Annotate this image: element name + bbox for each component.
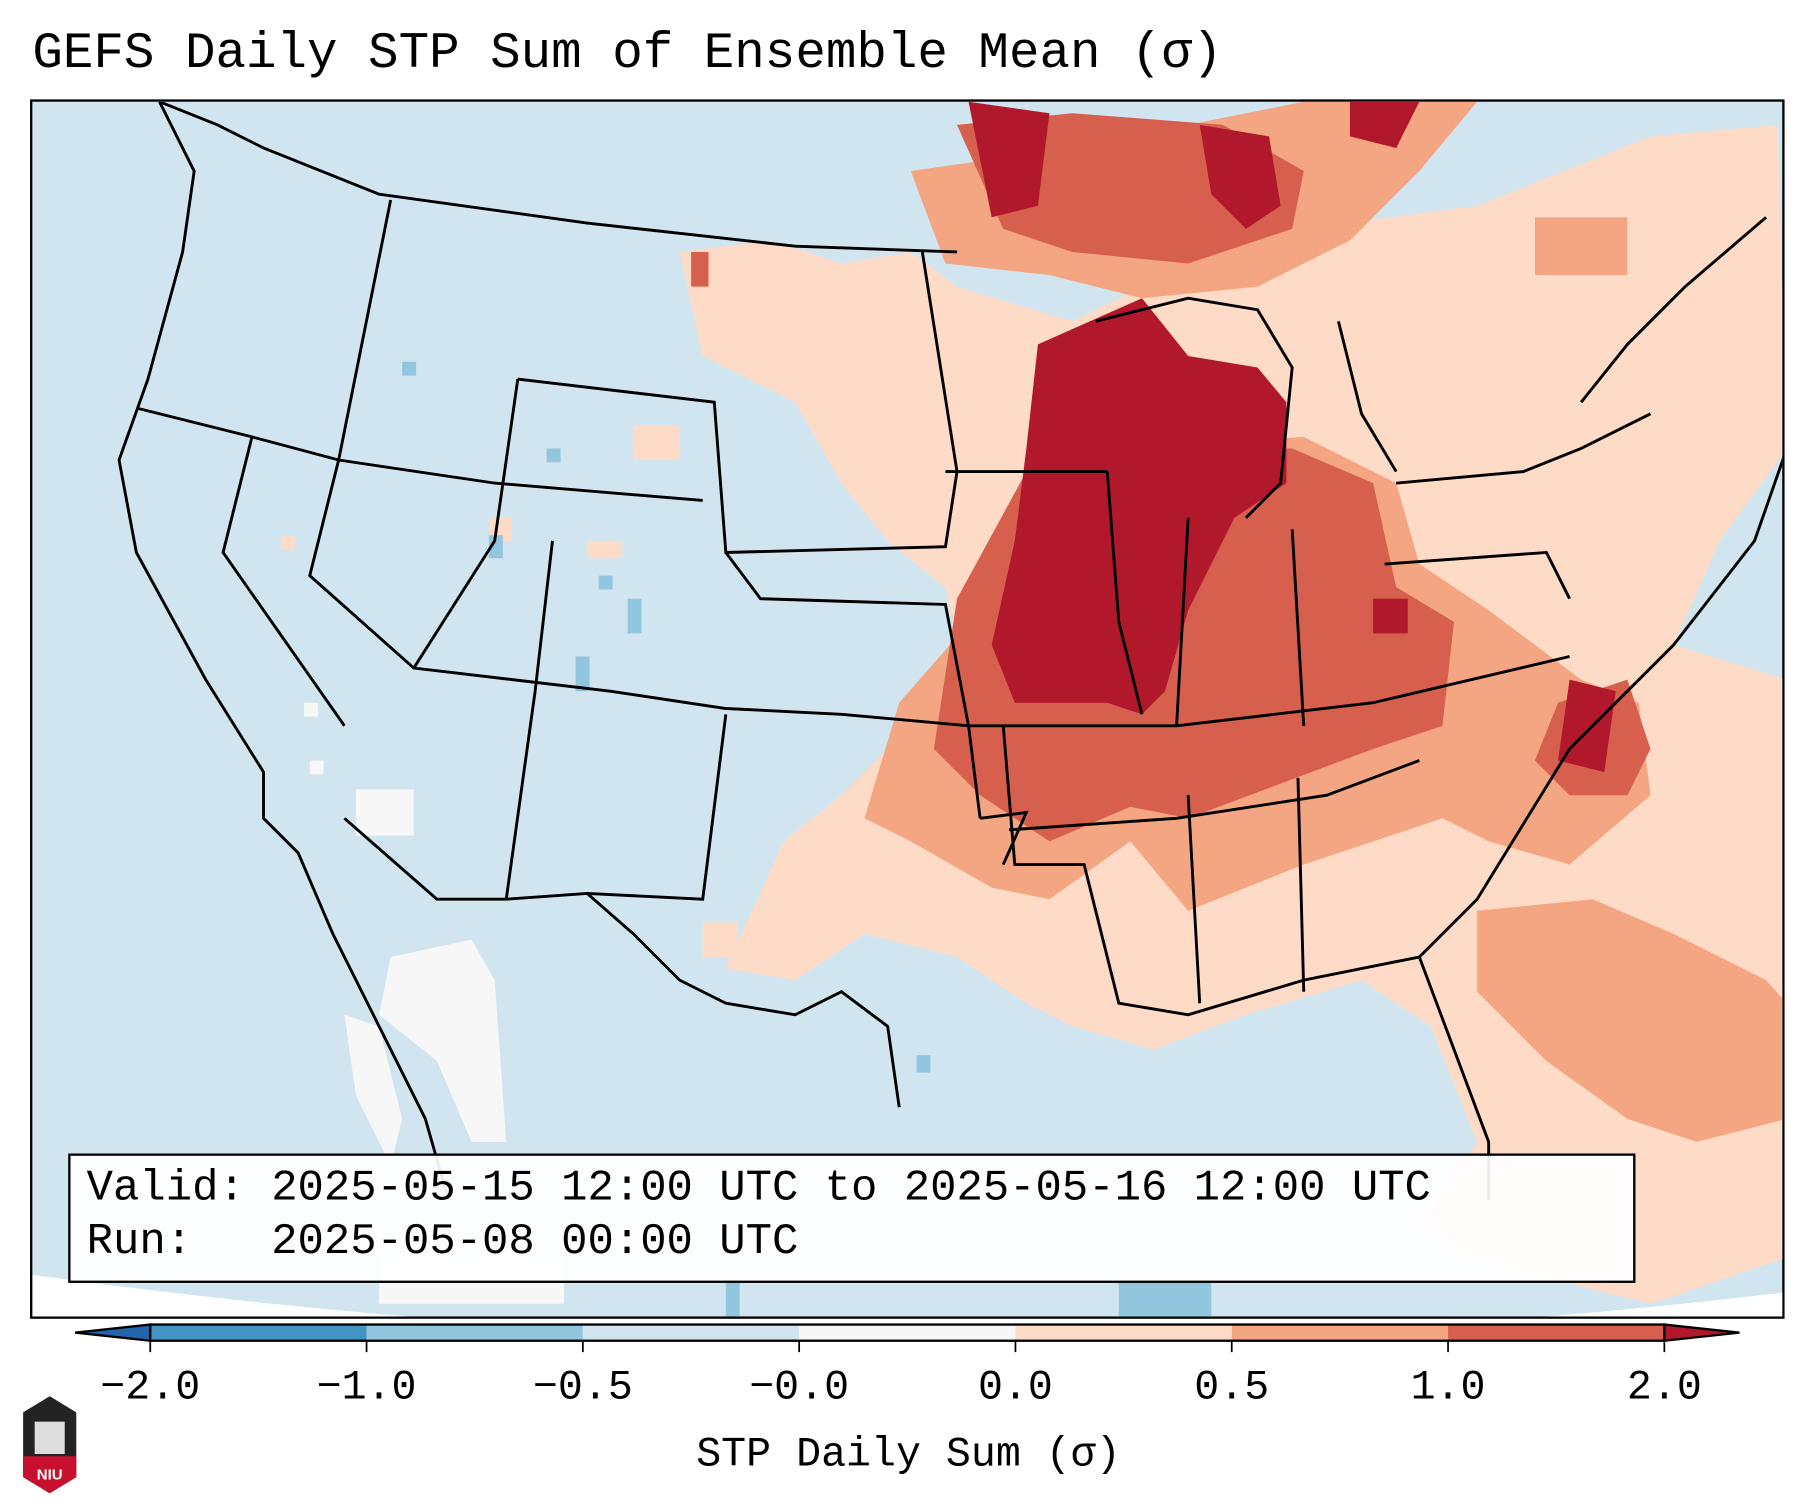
valid-row: Valid: 2025-05-15 12:00 UTC to 2025-05-1… [87, 1163, 1617, 1216]
run-label: Run: [86, 1217, 193, 1267]
niu-logo: NIU [23, 1396, 77, 1494]
colorbar-tick-label: 2.0 [1626, 1363, 1702, 1412]
colorbar-bin [582, 1324, 800, 1341]
colorbar-tick-label: −0.0 [749, 1363, 850, 1412]
run-row: Run: 2025-05-08 00:00 UTC [87, 1216, 1617, 1269]
colorbar-bin [366, 1324, 583, 1341]
colorbar-tick-label: −1.0 [316, 1363, 417, 1412]
valid-label: Valid: [86, 1163, 245, 1214]
valid-run-info-box: Valid: 2025-05-15 12:00 UTC to 2025-05-1… [68, 1153, 1636, 1283]
colorbar-over-extension [1663, 1323, 1740, 1343]
map-panel: Valid: 2025-05-15 12:00 UTC to 2025-05-1… [30, 99, 1785, 1319]
colorbar-tick-label: 1.0 [1410, 1363, 1486, 1412]
stp-over-2-region [968, 101, 1616, 773]
colorbar-label: STP Daily Sum (σ) [696, 1430, 1121, 1479]
domain-edge [32, 1274, 1783, 1317]
colorbar-under-extension [75, 1323, 152, 1343]
colorbar-frame [149, 1323, 1666, 1342]
colorbar-tick-label: 0.5 [1194, 1363, 1270, 1412]
map-title: GEFS Daily STP Sum of Ensemble Mean (σ) [32, 25, 1223, 84]
stp-field-map [32, 101, 1783, 1317]
valid-time-range: 2025-05-15 12:00 UTC to 2025-05-16 12:00… [271, 1163, 1431, 1214]
svg-text:NIU: NIU [37, 1466, 63, 1483]
colorbar-bin [1231, 1324, 1449, 1341]
colorbar-bin [1015, 1324, 1232, 1341]
colorbar-bin [150, 1324, 367, 1341]
colorbar-tick-label: −2.0 [100, 1363, 201, 1412]
colorbar-bin [1448, 1324, 1665, 1341]
colorbar-bin [799, 1324, 1016, 1341]
colorbar [75, 1323, 1740, 1353]
colorbar-tick-label: −0.5 [532, 1363, 633, 1412]
stp-neg-0.5-1-spots [402, 361, 1212, 1317]
colorbar-tick-label: 0.0 [977, 1363, 1053, 1412]
run-time: 2025-05-08 00:00 UTC [271, 1217, 799, 1267]
state-and-coast-lines [117, 101, 1783, 1201]
